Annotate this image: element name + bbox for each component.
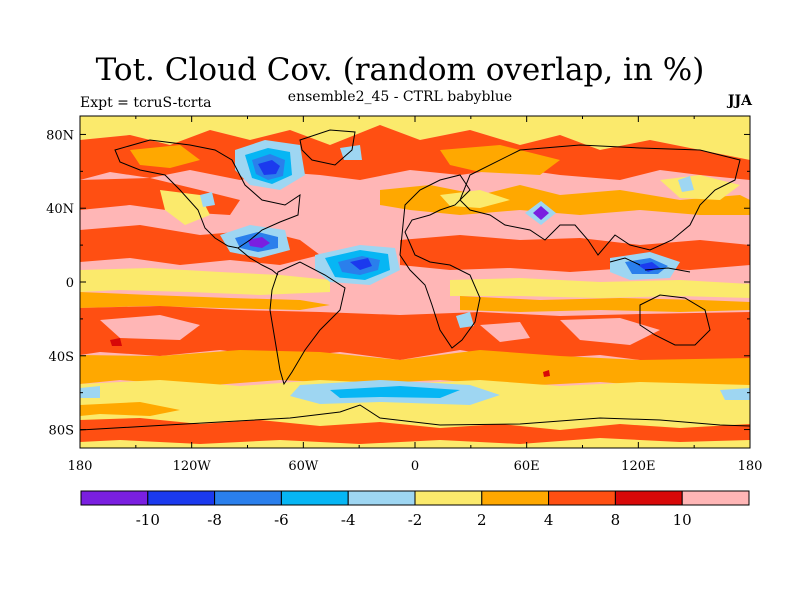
lat-tick-label: 40S <box>49 350 74 365</box>
lat-tick-label: 80N <box>46 128 74 143</box>
lat-tick-label: 40N <box>46 202 74 217</box>
colorbar-label: -8 <box>207 511 222 529</box>
colorbar-swatch <box>214 490 282 506</box>
map-subtitle: ensemble2_45 - CTRL babyblue <box>287 89 513 105</box>
colorbar-label: 4 <box>544 511 554 529</box>
latitude-axis-right <box>744 133 750 431</box>
lon-tick-label: 0 <box>411 459 419 474</box>
colorbar-swatch <box>681 490 750 506</box>
colorbar-swatch <box>548 490 616 506</box>
latitude-axis-left: 80N 40N 0 40S 80S <box>46 128 86 439</box>
colorbar-label: -4 <box>341 511 356 529</box>
lon-tick-label: 180 <box>738 459 763 474</box>
season-label: JJA <box>727 93 752 109</box>
colorbar: -10 -8 -6 -4 -2 2 4 8 10 <box>80 490 750 529</box>
colorbar-label: -2 <box>408 511 423 529</box>
cloud-cover-field <box>80 116 750 448</box>
coastlines <box>80 129 750 431</box>
colorbar-label: 10 <box>673 511 692 529</box>
lon-tick-label: 60W <box>288 459 319 474</box>
colorbar-swatch <box>481 490 550 506</box>
map-title: Tot. Cloud Cov. (random overlap, in %) <box>95 52 705 88</box>
colorbar-swatch <box>80 490 149 506</box>
colorbar-label: -10 <box>136 511 160 529</box>
colorbar-swatch <box>414 490 483 506</box>
experiment-label: Expt = tcruS-tcrta <box>80 95 212 111</box>
lon-tick-label: 120E <box>621 459 655 474</box>
lon-tick-label: 60E <box>514 459 540 474</box>
colorbar-label: 2 <box>477 511 487 529</box>
longitude-axis-bottom: 180 120W 60W 0 60E 120E 180 <box>68 442 763 474</box>
colorbar-swatch <box>280 490 349 506</box>
lon-tick-label: 180 <box>68 459 93 474</box>
colorbar-swatch <box>614 490 683 506</box>
colorbar-swatch <box>147 490 216 506</box>
longitude-axis-top <box>79 116 751 122</box>
lon-tick-label: 120W <box>173 459 212 474</box>
colorbar-label: -6 <box>274 511 289 529</box>
lat-tick-label: 0 <box>66 276 74 291</box>
colorbar-swatch <box>347 490 416 506</box>
lat-tick-label: 80S <box>49 424 74 439</box>
colorbar-label: 8 <box>611 511 621 529</box>
